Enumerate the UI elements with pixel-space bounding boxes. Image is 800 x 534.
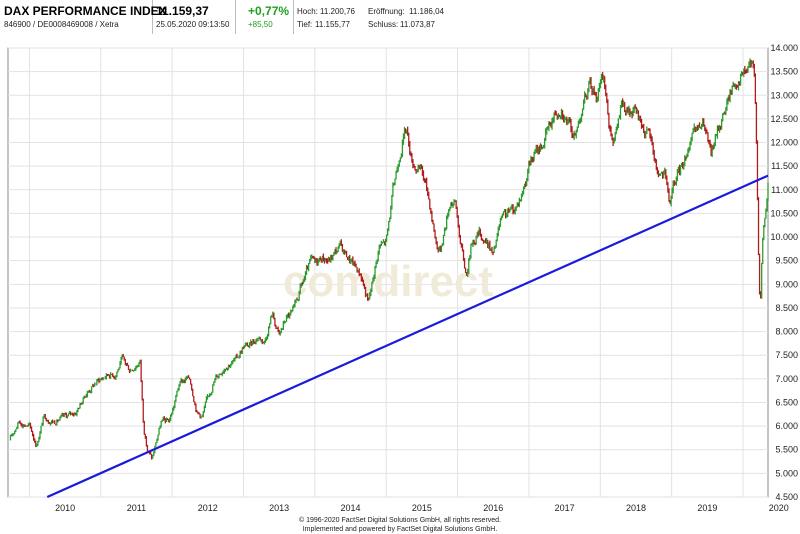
instrument-name: DAX PERFORMANCE INDEX bbox=[4, 4, 167, 18]
x-tick-label: 2015 bbox=[412, 503, 432, 513]
x-tick-label: 2018 bbox=[626, 503, 646, 513]
last-price: 11.159,37 bbox=[156, 4, 209, 18]
x-tick-label: 2013 bbox=[269, 503, 289, 513]
x-tick-label: 2017 bbox=[555, 503, 575, 513]
trend-line bbox=[46, 174, 769, 499]
y-tick-label: 9.000 bbox=[775, 279, 798, 289]
y-tick-label: 11.000 bbox=[771, 185, 798, 195]
y-tick-label: 6.500 bbox=[775, 397, 798, 407]
change-percent: +0,77% bbox=[248, 4, 290, 18]
copyright-notice: © 1996-2020 FactSet Digital Solutions Gm… bbox=[0, 516, 800, 534]
copyright-line-1: © 1996-2020 FactSet Digital Solutions Gm… bbox=[298, 517, 502, 524]
x-tick-label: 2011 bbox=[127, 503, 146, 513]
x-tick-label: 2012 bbox=[198, 503, 218, 513]
close-value: 11.073,87 bbox=[400, 20, 435, 29]
y-tick-label: 13.500 bbox=[770, 67, 798, 77]
change-cell: +0,77% +85,50 bbox=[236, 0, 294, 34]
high-label: Hoch: bbox=[297, 7, 318, 16]
stats-cell: Hoch: 11.200,76 Eröffnung: 11.186,04 Tie… bbox=[294, 0, 800, 34]
change-absolute: +85,50 bbox=[248, 20, 273, 29]
y-tick-label: 6.000 bbox=[775, 421, 798, 431]
y-tick-label: 9.500 bbox=[775, 256, 798, 266]
y-tick-label: 4.500 bbox=[775, 492, 798, 502]
low-value: 11.155,77 bbox=[315, 20, 350, 29]
x-tick-label: 2020 bbox=[769, 503, 789, 513]
low-label: Tief: bbox=[297, 20, 313, 29]
price-datetime: 25.05.2020 09:13:50 bbox=[156, 20, 230, 29]
y-tick-label: 12.500 bbox=[770, 114, 798, 124]
x-tick-label: 2016 bbox=[483, 503, 503, 513]
price-cell: 11.159,37 25.05.2020 09:13:50 bbox=[153, 0, 236, 34]
y-tick-label: 11.500 bbox=[771, 161, 798, 171]
close-label: Schluss: bbox=[368, 20, 399, 29]
open-value: 11.186,04 bbox=[409, 7, 444, 16]
y-tick-label: 8.000 bbox=[775, 327, 798, 337]
y-tick-label: 14.000 bbox=[770, 43, 798, 53]
y-tick-label: 13.000 bbox=[770, 90, 798, 100]
x-tick-label: 2019 bbox=[697, 503, 717, 513]
y-tick-label: 12.000 bbox=[770, 138, 798, 148]
watermark-logo: comdirect bbox=[283, 257, 494, 306]
y-tick-label: 10.500 bbox=[770, 208, 798, 218]
y-tick-label: 5.000 bbox=[775, 468, 798, 478]
x-tick-label: 2010 bbox=[55, 503, 75, 513]
instrument-ident: 846900 / DE0008469008 / Xetra bbox=[4, 20, 119, 29]
y-tick-label: 7.500 bbox=[775, 350, 798, 360]
high-value: 11.200,76 bbox=[320, 7, 355, 16]
y-tick-label: 8.500 bbox=[775, 303, 798, 313]
name-cell: DAX PERFORMANCE INDEX 846900 / DE0008469… bbox=[0, 0, 167, 34]
open-label: Eröffnung: bbox=[368, 7, 405, 16]
y-tick-label: 5.500 bbox=[775, 445, 798, 455]
x-tick-label: 2014 bbox=[341, 503, 361, 513]
y-tick-label: 10.000 bbox=[770, 232, 798, 242]
copyright-line-2: Implemented and powered by FactSet Digit… bbox=[302, 526, 498, 533]
quote-header: DAX PERFORMANCE INDEX 846900 / DE0008469… bbox=[0, 0, 800, 36]
y-tick-label: 7.000 bbox=[775, 374, 798, 384]
